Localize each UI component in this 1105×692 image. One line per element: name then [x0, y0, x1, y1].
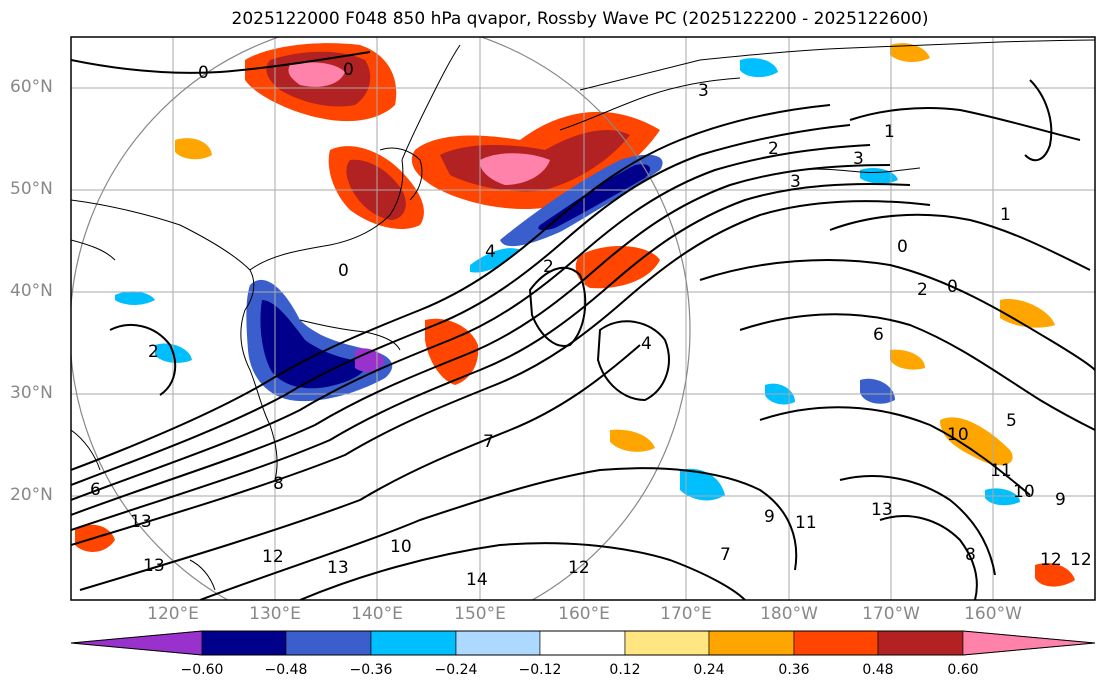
colorbar-label: −0.24	[434, 662, 478, 678]
contour-label: 2	[768, 139, 779, 159]
contour-label-group: 0 0 3 1 3 3 2 1 0 2 0 6 4 7 5 10 11 10 9…	[90, 60, 1092, 590]
lat-label-20n: 20°N	[10, 485, 53, 505]
contour-label: 8	[273, 474, 284, 494]
contour-label: 7	[483, 432, 494, 452]
negative-anomaly-jet-core	[538, 164, 651, 231]
contour-label: 1	[1000, 205, 1011, 225]
contour-label: 12	[1070, 550, 1092, 570]
positive-anomaly-kamchatka-peak	[479, 153, 550, 185]
map-title: 2025122000 F048 850 hPa qvapor, Rossby W…	[231, 9, 929, 29]
positive-anomaly-southeast	[1035, 563, 1075, 587]
lon-label-150e: 150°E	[454, 604, 506, 624]
lon-label-120e: 120°E	[147, 604, 199, 624]
negative-anomaly-west	[115, 291, 155, 305]
negative-anomaly-pacific	[680, 468, 725, 501]
contour-label: 14	[466, 570, 488, 590]
colorbar-label: −0.48	[264, 662, 308, 678]
contour-label: 3	[853, 149, 864, 169]
negative-anomaly-north	[740, 58, 778, 78]
contour-label: 4	[641, 334, 652, 354]
contour-label: 10	[1013, 482, 1035, 502]
contour-label: 2	[543, 257, 554, 277]
contour-label: 3	[698, 81, 709, 101]
positive-anomaly-okhotsk-peak	[288, 62, 345, 87]
contour-label: 0	[198, 63, 209, 83]
contour-label: 13	[871, 500, 893, 520]
reference-circle	[71, 37, 691, 600]
contour-label: 2	[917, 280, 928, 300]
positive-anomaly-north-pacific	[890, 43, 930, 62]
positive-anomaly-kuril	[175, 138, 212, 160]
negative-anomaly-jet-edge	[470, 248, 520, 273]
contour-lines	[71, 51, 1095, 600]
positive-anomaly-midlat	[610, 429, 655, 452]
lon-label-140e: 140°E	[351, 604, 403, 624]
contour-label: 4	[485, 242, 496, 262]
lat-label-40n: 40°N	[10, 281, 53, 301]
lon-label-170w: 170°W	[862, 604, 920, 624]
colorbar-label: 0.36	[778, 662, 810, 678]
contour-label: 11	[795, 513, 817, 533]
contour-label: 10	[947, 425, 969, 445]
contour-label: 6	[90, 480, 101, 500]
contour-label: 0	[897, 237, 908, 257]
contour-label: 1	[884, 122, 895, 142]
contour-label: 6	[873, 325, 884, 345]
contour-label: 0	[947, 277, 958, 297]
lon-label-130e: 130°E	[249, 604, 301, 624]
lon-label-170e: 170°E	[660, 604, 712, 624]
contour-label: 10	[390, 537, 412, 557]
colorbar-label: 0.60	[947, 662, 979, 678]
contour-label: 9	[764, 507, 775, 527]
positive-anomaly-subtropics	[940, 417, 1013, 466]
map-frame	[70, 36, 1096, 601]
contour-label: 0	[338, 261, 349, 281]
contour-label: 13	[327, 558, 349, 578]
positive-anomaly-east-china	[425, 318, 479, 385]
lon-label-160e: 160°E	[558, 604, 610, 624]
lat-label-30n: 30°N	[10, 383, 53, 403]
colorbar-label: 0.24	[693, 662, 725, 678]
positive-anomaly-central	[575, 245, 660, 289]
contour-label: 12	[1040, 550, 1062, 570]
colorbar-label: −0.60	[180, 662, 224, 678]
contour-label: 5	[1006, 411, 1017, 431]
colorbar-label: 0.48	[862, 662, 894, 678]
colorbar-label: −0.36	[349, 662, 393, 678]
contour-label: 0	[343, 60, 354, 80]
contour-label: 13	[130, 512, 152, 532]
contour-label: 12	[262, 547, 284, 567]
contour-label: 7	[720, 545, 731, 565]
positive-anomaly-subtropic-east	[890, 349, 925, 370]
positive-anomaly-east	[1000, 299, 1055, 328]
colorbar-label: 0.12	[609, 662, 641, 678]
contour-label: 3	[790, 172, 801, 192]
negative-anomaly-east	[985, 488, 1020, 506]
lon-label-160w: 160°W	[964, 604, 1022, 624]
contour-label: 8	[965, 545, 976, 565]
contour-label: 9	[1055, 490, 1066, 510]
contour-label: 13	[143, 556, 165, 576]
anomaly-shading	[75, 43, 1075, 587]
lon-label-180w: 180°W	[760, 604, 818, 624]
colorbar-label: −0.12	[518, 662, 562, 678]
negative-anomaly-subtropic	[860, 378, 895, 404]
contour-label: 2	[148, 342, 159, 362]
coastlines	[71, 39, 1095, 591]
lat-label-60n: 60°N	[10, 77, 53, 97]
contour-label: 11	[990, 461, 1012, 481]
lat-label-50n: 50°N	[10, 179, 53, 199]
contour-label: 12	[568, 558, 590, 578]
